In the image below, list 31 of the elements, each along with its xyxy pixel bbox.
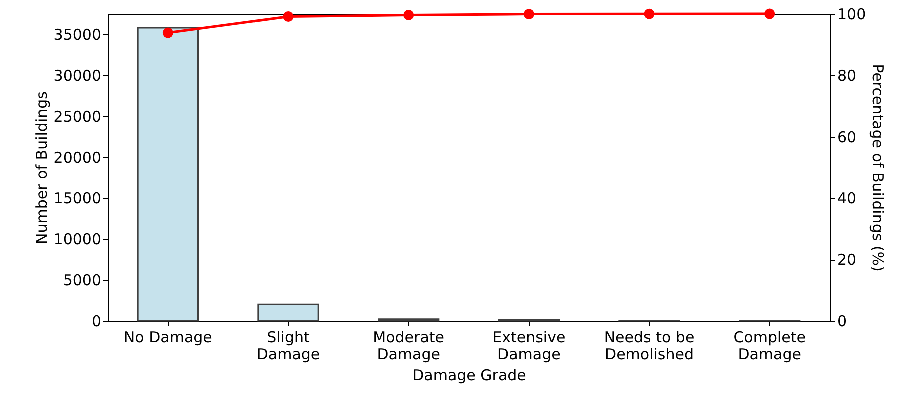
x-tick-label: Slight Damage — [256, 328, 320, 364]
y-tick-label: 10000 — [54, 230, 102, 249]
x-axis-title: Damage Grade — [412, 366, 526, 384]
x-tick-label: Extensive Damage — [492, 328, 566, 364]
x-tick-label: Needs to be Demolished — [604, 328, 695, 364]
y-tick-label: 15000 — [54, 190, 102, 208]
y-axis-title: Number of Buildings — [32, 91, 51, 244]
y-tick-label: 25000 — [54, 108, 102, 126]
x-tick-label: Moderate Damage — [373, 328, 445, 364]
point — [524, 9, 534, 20]
point — [283, 12, 294, 22]
point — [404, 10, 414, 20]
bar — [258, 304, 320, 322]
point — [644, 8, 655, 20]
y2-tick-label: 40 — [838, 190, 857, 208]
y2-tick-label: 100 — [838, 6, 866, 24]
y-tick-label: 35000 — [54, 26, 102, 44]
y-tick-label: 0 — [92, 312, 102, 330]
point — [764, 8, 776, 20]
point — [162, 28, 174, 38]
bar — [137, 27, 199, 322]
y2-tick-label: 80 — [838, 66, 857, 85]
x-tick-label: No Damage — [124, 328, 212, 346]
y-tick-label: 5000 — [63, 272, 102, 290]
y-tick-label: 20000 — [54, 148, 102, 167]
y2-axis-title: Percentage of Buildings (%) — [869, 64, 888, 272]
y2-tick-label: 20 — [838, 251, 857, 270]
x-tick-label: Complete Damage — [734, 328, 806, 364]
y2-tick-label: 60 — [838, 128, 857, 146]
y2-tick-label: 0 — [838, 312, 848, 330]
y-tick-label: 30000 — [54, 66, 102, 85]
